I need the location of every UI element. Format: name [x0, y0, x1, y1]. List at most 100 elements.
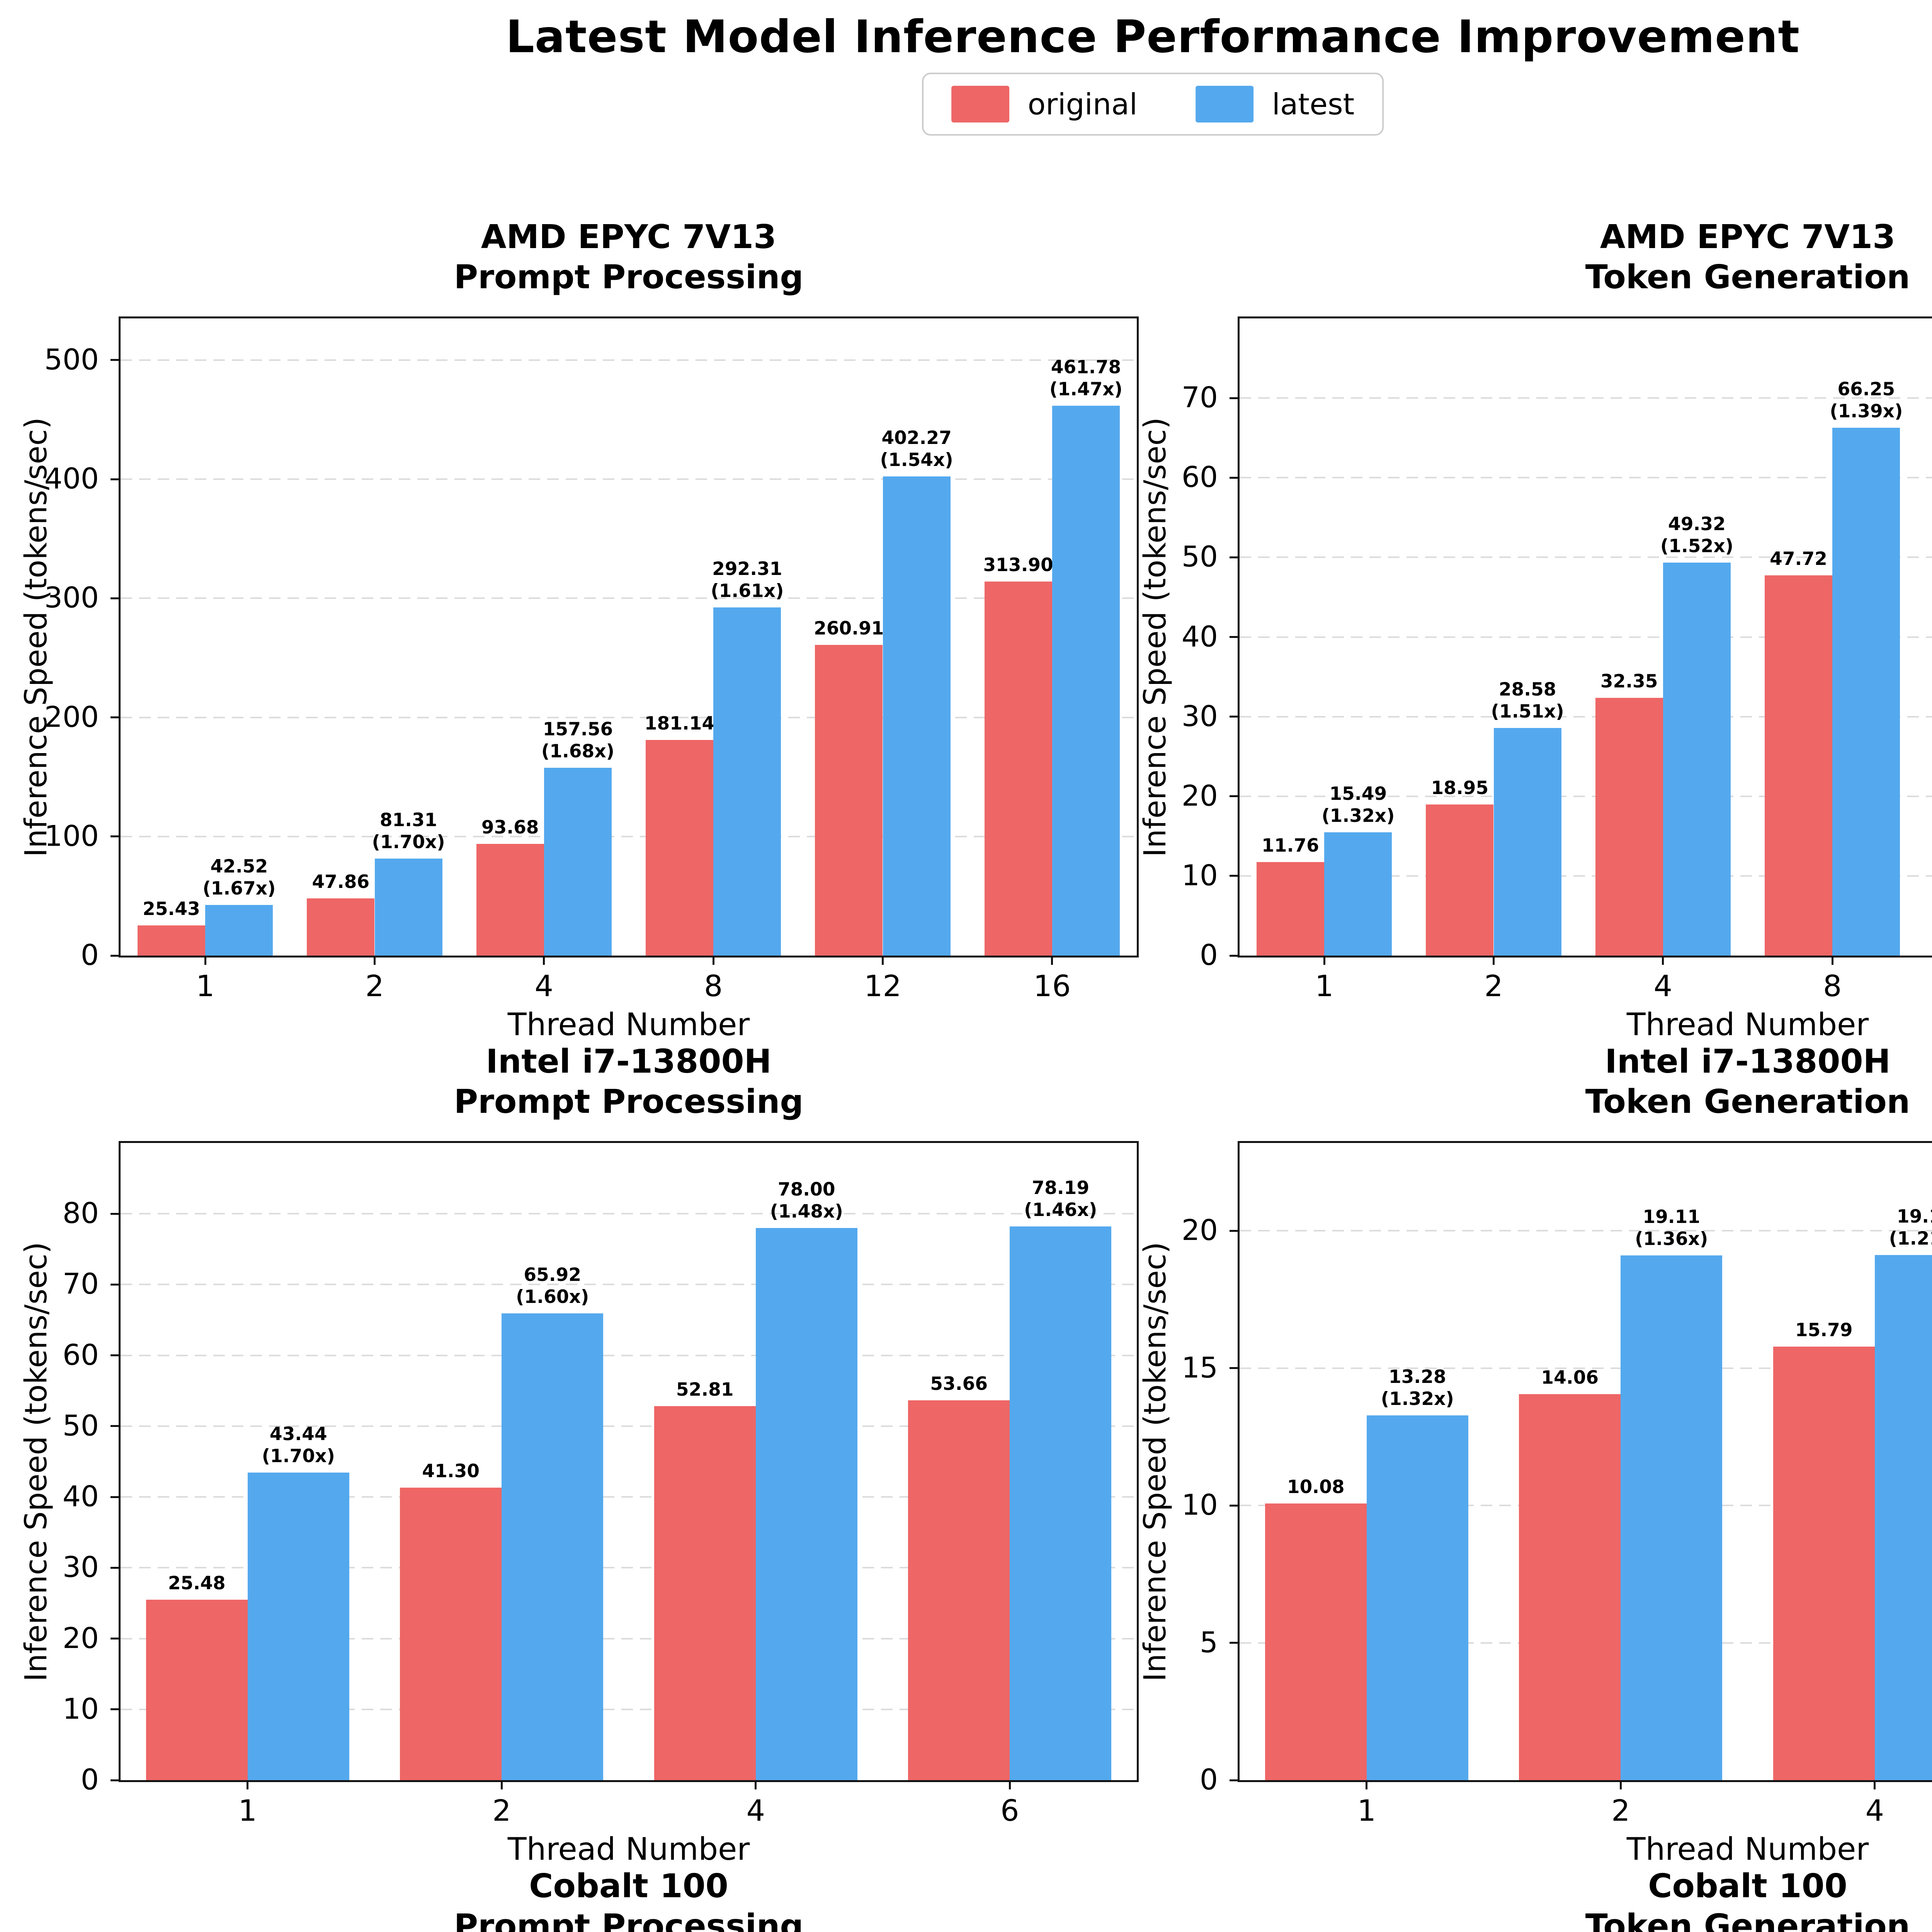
bar-latest-thread-12 [883, 476, 951, 956]
y-tick-label: 50 [62, 1409, 99, 1442]
bar-label-value: 49.32 [1668, 514, 1726, 535]
bar-label-latest-thread-8: 66.25 (1.39x) [1770, 378, 1932, 422]
gridline-y-70 [121, 1284, 1137, 1286]
bar-label-value: 313.90 [983, 554, 1053, 576]
chart-title: Intel i7-13800H Token Generation [1240, 1042, 1932, 1122]
spine-top [119, 316, 1139, 318]
x-axis-label: Thread Number [507, 1007, 750, 1043]
bar-original-thread-8 [1764, 575, 1833, 956]
bar-label-value: 53.66 [930, 1373, 988, 1395]
x-tick-label: 8 [704, 969, 723, 1003]
bar-original-thread-1 [1265, 1503, 1367, 1780]
chart-title-device: Intel i7-13800H [486, 1043, 772, 1081]
gridline-y-100 [121, 835, 1137, 837]
y-tick-label: 80 [62, 1197, 99, 1230]
bar-original-thread-16 [984, 582, 1052, 956]
y-tick-label: 40 [62, 1480, 99, 1514]
spine-right [1137, 318, 1139, 956]
bar-original-thread-2 [400, 1488, 502, 1780]
bar-label-ratio: (1.60x) [516, 1286, 589, 1308]
y-tick-mark [111, 1638, 120, 1640]
x-tick-mark [374, 956, 376, 965]
bar-label-ratio: (1.39x) [1830, 401, 1903, 422]
chart-title-device: AMD EPYC 7V13 [481, 218, 777, 256]
bar-label-value: 14.06 [1541, 1367, 1599, 1388]
y-tick-label: 10 [62, 1692, 99, 1726]
bar-label-value: 15.49 [1329, 783, 1387, 804]
y-tick-mark [111, 1496, 120, 1498]
bar-label-ratio: (1.68x) [541, 741, 615, 762]
y-tick-label: 0 [80, 1763, 99, 1796]
bar-label-latest-thread-1: 43.44 (1.70x) [202, 1423, 395, 1467]
bar-label-latest-thread-6: 78.19 (1.46x) [964, 1177, 1157, 1221]
y-tick-label: 20 [62, 1621, 99, 1655]
y-tick-label: 60 [62, 1338, 99, 1372]
bar-label-ratio: (1.52x) [1660, 536, 1734, 557]
bar-label-value: 93.68 [481, 817, 539, 838]
bar-latest-thread-2 [1621, 1255, 1723, 1780]
y-tick-label: 0 [80, 939, 99, 972]
x-tick-label: 6 [1000, 1793, 1019, 1828]
bar-label-original-thread-2: 14.06 [1473, 1367, 1667, 1389]
bar-label-ratio: (1.61x) [711, 580, 784, 602]
bar-label-value: 157.56 [543, 719, 613, 740]
bar-label-ratio: (1.32x) [1321, 805, 1395, 827]
bar-latest-thread-8 [1832, 428, 1900, 956]
bar-label-latest-thread-4: 157.56 (1.68x) [481, 718, 675, 762]
chart-title-metric: Token Generation [1585, 258, 1910, 296]
y-tick-label: 100 [44, 819, 99, 853]
chart-title-metric: Token Generation [1585, 1082, 1910, 1121]
spine-left [1238, 318, 1240, 956]
gridline-y-40 [121, 1496, 1137, 1498]
spine-top [1238, 1141, 1932, 1143]
x-axis-label: Thread Number [1626, 1831, 1869, 1867]
y-tick-mark [1230, 795, 1239, 798]
bar-label-original-thread-2: 18.95 [1363, 777, 1556, 799]
chart-title: Intel i7-13800H Prompt Processing [121, 1042, 1137, 1122]
x-tick-mark [882, 956, 884, 965]
y-tick-mark [111, 1425, 120, 1427]
bar-label-ratio: (1.21x) [1889, 1228, 1932, 1249]
bar-original-thread-4 [1773, 1346, 1875, 1780]
bar-latest-thread-1 [205, 905, 273, 956]
bar-label-value: 66.25 [1837, 379, 1895, 400]
legend-label: latest [1272, 87, 1355, 121]
x-tick-label: 4 [746, 1793, 765, 1828]
bar-original-thread-1 [1256, 862, 1325, 956]
bar-label-value: 81.31 [379, 810, 437, 831]
chart-title: AMD EPYC 7V13 Token Generation [1240, 217, 1932, 297]
bar-label-latest-thread-1: 13.28 (1.32x) [1321, 1366, 1514, 1410]
bar-label-original-thread-4: 15.79 [1727, 1319, 1920, 1341]
bar-latest-thread-16 [1052, 405, 1120, 956]
bar-label-ratio: (1.48x) [770, 1201, 843, 1222]
gridline-y-60 [121, 1354, 1137, 1356]
x-axis-label: Thread Number [1626, 1007, 1869, 1043]
y-tick-mark [1230, 1230, 1239, 1232]
bar-label-value: 19.11 [1643, 1206, 1701, 1228]
gridline-y-10 [1240, 875, 1932, 877]
x-tick-mark [1493, 956, 1495, 965]
bar-label-value: 11.76 [1262, 835, 1319, 856]
x-tick-label: 1 [1315, 969, 1334, 1003]
bar-original-thread-12 [815, 645, 883, 956]
bar-latest-thread-4 [755, 1228, 857, 1780]
bar-label-value: 78.19 [1032, 1177, 1090, 1199]
x-tick-label: 12 [864, 969, 901, 1003]
bar-original-thread-6 [908, 1400, 1010, 1780]
bar-label-original-thread-4: 32.35 [1532, 670, 1726, 692]
bar-original-thread-2 [1426, 804, 1494, 956]
bar-latest-thread-4 [1663, 563, 1731, 956]
gridline-y-60 [1240, 477, 1932, 479]
bar-label-value: 10.08 [1287, 1476, 1345, 1498]
bar-label-value: 402.27 [881, 427, 952, 449]
bar-label-value: 42.52 [210, 855, 268, 877]
gridline-y-50 [121, 1425, 1137, 1427]
bar-label-value: 18.95 [1431, 777, 1489, 799]
y-tick-label: 10 [1181, 1488, 1218, 1522]
bar-label-latest-thread-2: 65.92 (1.60x) [456, 1264, 649, 1308]
gridline-y-20 [1240, 795, 1932, 797]
y-tick-mark [1230, 1642, 1239, 1644]
x-tick-mark [247, 1780, 249, 1789]
x-tick-mark [500, 1780, 503, 1789]
bar-label-value: 260.91 [814, 617, 884, 639]
